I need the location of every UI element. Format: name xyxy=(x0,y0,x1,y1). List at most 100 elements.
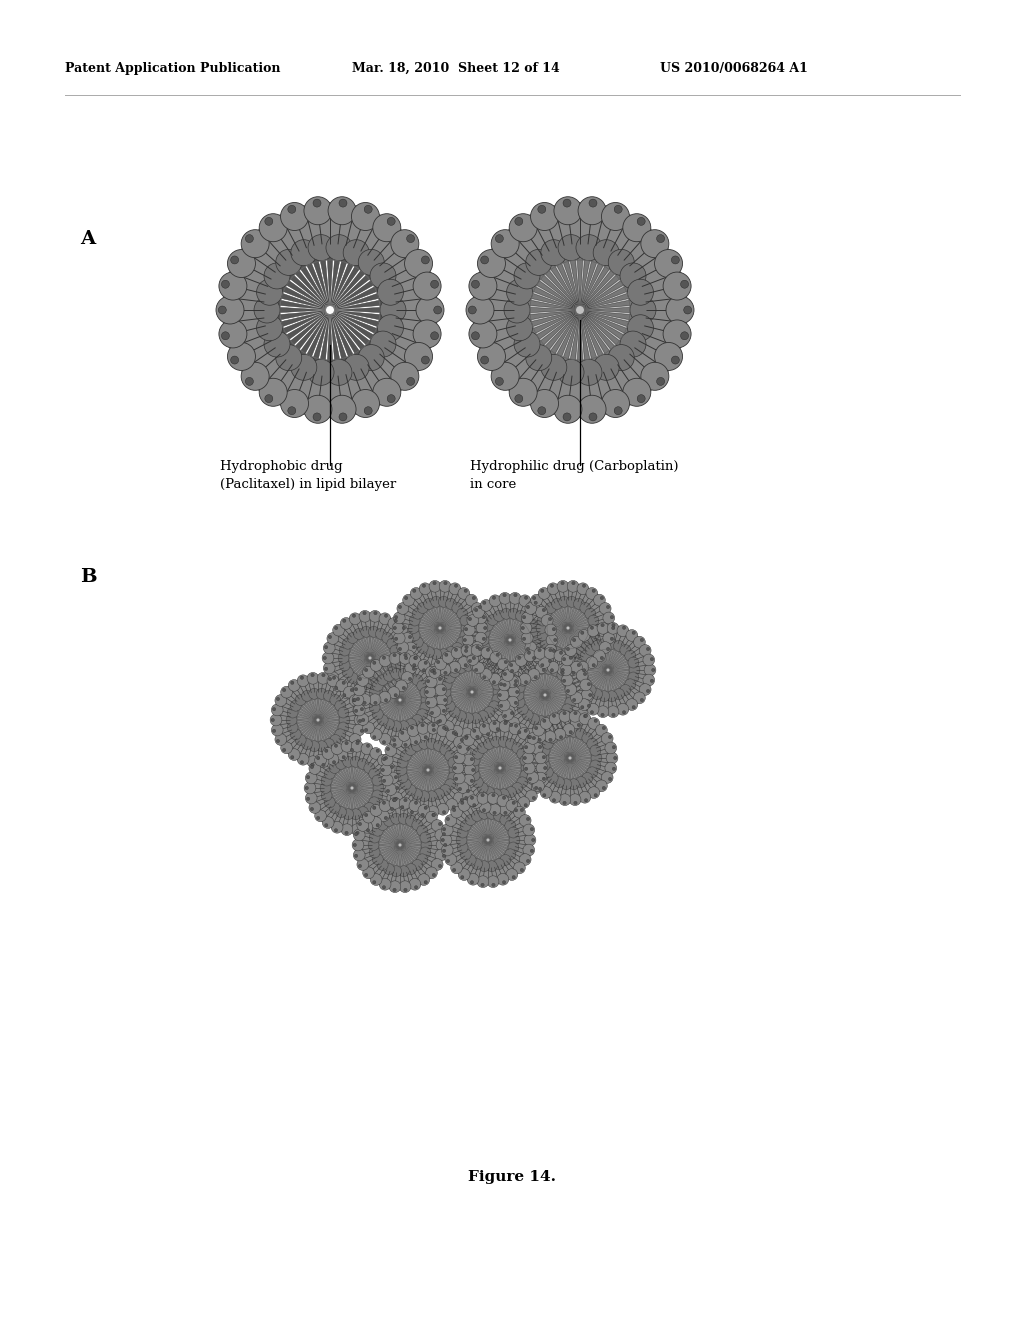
Circle shape xyxy=(476,645,479,648)
Circle shape xyxy=(526,817,529,821)
Circle shape xyxy=(535,787,538,789)
Circle shape xyxy=(601,202,630,231)
Circle shape xyxy=(400,750,412,762)
Polygon shape xyxy=(586,671,606,677)
Polygon shape xyxy=(284,312,327,342)
Circle shape xyxy=(426,722,437,734)
Circle shape xyxy=(325,667,328,671)
Circle shape xyxy=(384,756,387,760)
Circle shape xyxy=(353,704,366,715)
Polygon shape xyxy=(387,680,399,698)
Circle shape xyxy=(586,587,598,599)
Polygon shape xyxy=(502,768,522,772)
Circle shape xyxy=(323,652,334,664)
Polygon shape xyxy=(319,715,340,719)
Polygon shape xyxy=(441,630,454,648)
Circle shape xyxy=(473,606,484,618)
Circle shape xyxy=(271,725,283,737)
Polygon shape xyxy=(547,682,564,694)
Polygon shape xyxy=(544,672,546,693)
Circle shape xyxy=(470,660,481,672)
Circle shape xyxy=(559,597,569,607)
Polygon shape xyxy=(584,285,630,309)
Circle shape xyxy=(329,635,332,639)
Circle shape xyxy=(468,618,472,620)
Polygon shape xyxy=(297,710,316,719)
Circle shape xyxy=(549,738,552,742)
Circle shape xyxy=(626,630,638,642)
Circle shape xyxy=(420,847,431,858)
Circle shape xyxy=(501,661,512,672)
Circle shape xyxy=(411,726,414,730)
Circle shape xyxy=(482,615,485,619)
Polygon shape xyxy=(465,693,471,714)
Polygon shape xyxy=(584,308,634,313)
Circle shape xyxy=(385,744,396,756)
Circle shape xyxy=(400,805,404,809)
Circle shape xyxy=(530,594,543,606)
Circle shape xyxy=(391,866,401,876)
Circle shape xyxy=(507,676,519,688)
Circle shape xyxy=(344,686,355,698)
Circle shape xyxy=(450,706,460,718)
Circle shape xyxy=(514,331,540,358)
Circle shape xyxy=(455,733,458,737)
Circle shape xyxy=(314,810,327,822)
Polygon shape xyxy=(429,771,449,780)
Circle shape xyxy=(509,379,538,407)
Circle shape xyxy=(506,800,518,812)
Circle shape xyxy=(421,356,429,364)
Polygon shape xyxy=(581,314,591,363)
Polygon shape xyxy=(352,643,369,657)
Circle shape xyxy=(496,653,500,656)
Circle shape xyxy=(449,661,461,673)
Circle shape xyxy=(473,661,484,673)
Circle shape xyxy=(460,744,471,756)
Circle shape xyxy=(427,805,439,817)
Polygon shape xyxy=(366,635,370,656)
Polygon shape xyxy=(330,784,350,788)
Circle shape xyxy=(453,767,457,770)
Circle shape xyxy=(573,801,578,805)
Circle shape xyxy=(584,714,587,718)
Circle shape xyxy=(522,615,525,619)
Polygon shape xyxy=(354,640,369,657)
Circle shape xyxy=(509,801,521,813)
Circle shape xyxy=(474,668,478,672)
Polygon shape xyxy=(392,702,399,722)
Polygon shape xyxy=(371,640,386,657)
Circle shape xyxy=(610,615,613,619)
Circle shape xyxy=(417,854,428,865)
Circle shape xyxy=(507,696,519,708)
Polygon shape xyxy=(441,612,458,627)
Polygon shape xyxy=(493,624,509,639)
Circle shape xyxy=(620,331,646,358)
Circle shape xyxy=(588,649,629,690)
Circle shape xyxy=(489,673,501,685)
Polygon shape xyxy=(384,682,399,698)
Circle shape xyxy=(360,678,372,689)
Polygon shape xyxy=(319,721,336,735)
Circle shape xyxy=(387,395,395,403)
Polygon shape xyxy=(429,771,445,785)
Circle shape xyxy=(358,249,384,276)
Circle shape xyxy=(504,721,508,723)
Polygon shape xyxy=(401,701,418,715)
Circle shape xyxy=(444,672,456,684)
Circle shape xyxy=(457,743,469,754)
Circle shape xyxy=(562,657,566,661)
Polygon shape xyxy=(382,684,398,698)
Circle shape xyxy=(514,809,518,812)
Circle shape xyxy=(504,812,507,814)
Circle shape xyxy=(322,789,332,801)
Text: B: B xyxy=(80,568,96,586)
Circle shape xyxy=(536,715,547,726)
Circle shape xyxy=(349,692,361,704)
Circle shape xyxy=(291,755,294,759)
Circle shape xyxy=(591,752,602,763)
Polygon shape xyxy=(567,630,569,651)
Circle shape xyxy=(370,694,381,706)
Polygon shape xyxy=(331,257,348,306)
Circle shape xyxy=(507,280,532,305)
Circle shape xyxy=(517,777,527,788)
